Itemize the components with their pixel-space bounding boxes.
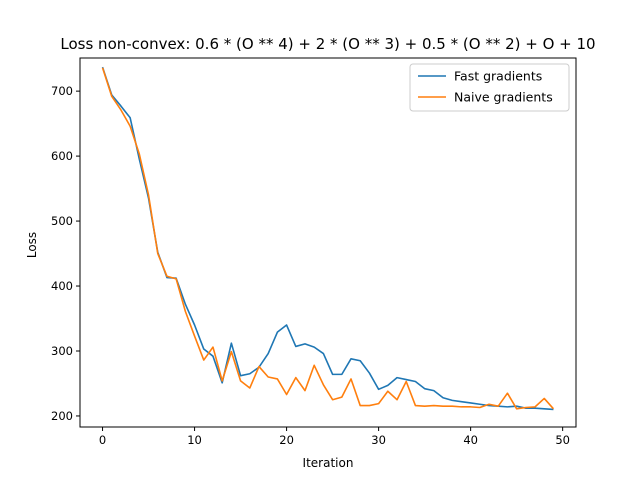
y-tick-label: 600: [51, 149, 73, 163]
x-axis-ticks: 0 10 20 30 40 50: [99, 427, 570, 447]
y-axis-ticks: 200 300 400 500 600 700: [51, 84, 80, 423]
plot-frame: [79, 57, 577, 428]
x-tick-label: 0: [99, 433, 106, 447]
y-tick-label: 500: [51, 214, 73, 228]
x-tick-label: 20: [279, 433, 294, 447]
y-tick-label: 200: [51, 409, 73, 423]
x-tick-label: 40: [463, 433, 478, 447]
y-tick-label: 300: [51, 344, 73, 358]
x-tick-label: 30: [371, 433, 386, 447]
legend-label: Naive gradients: [454, 90, 553, 105]
x-axis-label: Iteration: [303, 456, 354, 470]
x-tick-label: 50: [555, 433, 570, 447]
series-line-naive-gradients: [101, 67, 555, 410]
y-tick-label: 400: [51, 279, 73, 293]
legend-box: [409, 63, 570, 112]
y-tick-label: 700: [51, 84, 73, 98]
chart-title: Loss non-convex: 0.6 * (O ** 4) + 2 * (O…: [60, 35, 595, 53]
legend-label: Fast gradients: [454, 69, 542, 84]
x-tick-label: 10: [187, 433, 202, 447]
y-axis-label: Loss: [25, 232, 39, 258]
series-lines: [101, 66, 555, 411]
legend: Fast gradients Naive gradients: [409, 63, 570, 112]
